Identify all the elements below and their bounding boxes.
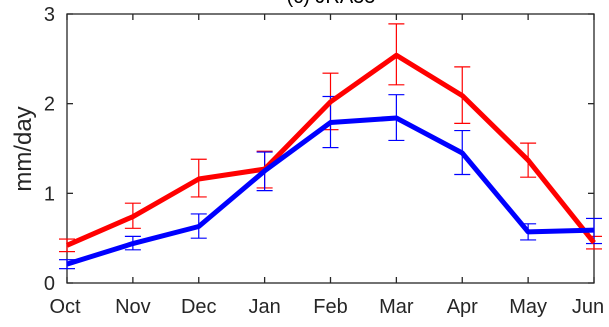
x-tick-label: Nov — [115, 296, 151, 318]
x-tick-label: Jan — [249, 296, 281, 318]
x-tick-label: Feb — [313, 296, 347, 318]
y-axis-label: mm/day — [10, 106, 37, 191]
chart-title: (c) JRA55 — [287, 0, 376, 8]
x-tick-label: Apr — [447, 296, 478, 318]
x-tick-label: Oct — [49, 296, 81, 318]
x-tick-label: May — [509, 296, 547, 318]
x-tick-label: Jun — [572, 296, 604, 318]
x-tick-label: Dec — [181, 296, 217, 318]
y-tick-label: 0 — [44, 273, 55, 295]
x-tick-label: Mar — [379, 296, 414, 318]
y-tick-label: 3 — [44, 4, 55, 26]
series-line-red — [66, 52, 596, 248]
series-lines — [66, 52, 596, 267]
tick-labels: 0 1 2 3 Oct Nov Dec Jan Feb Mar Apr May Jun — [44, 4, 604, 318]
axes — [66, 13, 595, 284]
series-line-blue — [66, 115, 595, 267]
error-bars — [59, 23, 602, 270]
y-tick-label: 1 — [44, 183, 55, 205]
y-tick-label: 2 — [44, 94, 55, 116]
